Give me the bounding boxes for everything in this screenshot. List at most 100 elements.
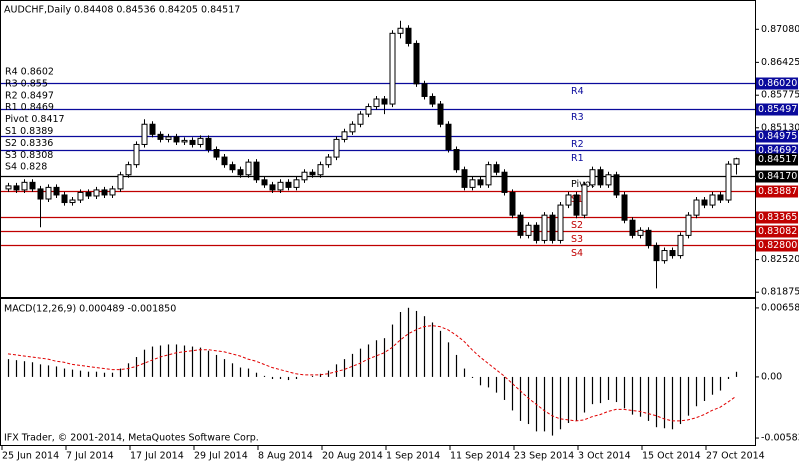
- candle-body: [61, 194, 68, 204]
- candle-body: [437, 103, 444, 125]
- candle-body: [277, 181, 284, 191]
- candle-body: [357, 113, 364, 125]
- level-legend: R4 0.8602: [5, 67, 54, 78]
- y-tick-label: 0.85130: [761, 122, 799, 133]
- candle-body: [77, 191, 84, 201]
- candle-body: [269, 184, 276, 191]
- x-tick-label: 20 Aug 2014: [322, 451, 383, 462]
- level-price-label: 0.83082: [758, 226, 797, 237]
- candle-body: [429, 95, 436, 105]
- candle-body: [525, 224, 532, 236]
- level-name: S3: [571, 234, 583, 245]
- candle-body: [309, 171, 316, 176]
- level-price-label: 0.84692: [758, 145, 797, 156]
- level-name: R4: [571, 86, 584, 97]
- candle-body: [613, 174, 620, 196]
- level-legend: S1 0.8389: [5, 126, 53, 137]
- candle-body: [285, 181, 292, 188]
- level-legend: S3 0.8308: [5, 150, 53, 161]
- candle-body: [149, 123, 156, 135]
- last-price-label: 0.84517: [758, 154, 797, 165]
- candle-body: [341, 131, 348, 140]
- level-legend: Pivot 0.8417: [5, 114, 65, 125]
- candle-body: [725, 163, 732, 201]
- level-price-label: 0.83887: [758, 186, 797, 197]
- candle-body: [157, 133, 164, 140]
- y-tick-label: 0.00: [761, 371, 782, 382]
- candle-body: [501, 171, 508, 193]
- candle-body: [581, 184, 588, 216]
- candle-body: [381, 98, 388, 105]
- level-legend: R1 0.8469: [5, 102, 54, 113]
- chart-title: AUDCHF,Daily 0.84408 0.84536 0.84205 0.8…: [4, 5, 240, 16]
- x-tick-label: 15 Oct 2014: [642, 451, 701, 462]
- candle-body: [693, 199, 700, 216]
- x-tick-label: 25 Jun 2014: [2, 451, 59, 462]
- level-name: R2: [571, 139, 584, 150]
- candle-body: [229, 164, 236, 171]
- level-legend: S4 0.828: [5, 162, 47, 173]
- candle-body: [413, 42, 420, 85]
- level-price-label: 0.86020: [758, 78, 797, 89]
- candle-body: [245, 161, 252, 176]
- candle-body: [261, 179, 268, 186]
- candle-body: [349, 123, 356, 133]
- candle-body: [653, 244, 660, 262]
- candle-body: [365, 106, 372, 115]
- price-label-box: [756, 103, 798, 116]
- price-label-box: [756, 170, 798, 183]
- level-name: S2: [571, 220, 583, 231]
- x-tick-label: 27 Oct 2014: [706, 451, 765, 462]
- candle-body: [133, 143, 140, 166]
- candle-body: [109, 188, 116, 196]
- x-tick-label: 29 Jul 2014: [194, 451, 248, 462]
- candle-body: [709, 194, 716, 206]
- level-price-label: 0.84975: [758, 131, 797, 142]
- candle-body: [493, 164, 500, 173]
- candle-body: [445, 123, 452, 151]
- y-tick-label: 0.82520: [761, 254, 799, 265]
- macd-pane: [0, 298, 756, 446]
- candle-body: [701, 199, 708, 206]
- price-label-box: [756, 239, 798, 252]
- candle-body: [101, 189, 108, 196]
- candle-body: [29, 181, 36, 190]
- candle-body: [5, 185, 12, 190]
- candle-body: [93, 189, 100, 197]
- candle-body: [621, 194, 628, 221]
- candle-body: [173, 136, 180, 143]
- candle-body: [661, 250, 668, 262]
- candle-body: [21, 181, 28, 191]
- x-tick-label: 8 Aug 2014: [258, 451, 313, 462]
- candle-body: [589, 169, 596, 186]
- copyright: IFX Trader, © 2001-2014, MetaQuotes Soft…: [4, 433, 259, 444]
- candle-body: [477, 179, 484, 186]
- price-label-box: [756, 225, 798, 238]
- candle-body: [645, 229, 652, 246]
- price-pane: [0, 0, 756, 298]
- candle-body: [573, 194, 580, 216]
- candle-body: [165, 136, 172, 140]
- candle-body: [629, 219, 636, 236]
- y-tick-label: 0.85775: [761, 90, 799, 101]
- candle-body: [85, 191, 92, 197]
- level-price-label: 0.85497: [758, 104, 797, 115]
- price-label-box: [756, 185, 798, 198]
- x-tick-label: 3 Oct 2014: [578, 451, 631, 462]
- candle-body: [389, 32, 396, 105]
- candle-body: [253, 161, 260, 181]
- price-label-box: [756, 130, 798, 143]
- candle-body: [237, 169, 244, 176]
- y-tick-label: 0.86425: [761, 57, 799, 68]
- candle-body: [733, 158, 740, 165]
- candle-body: [597, 169, 604, 186]
- candle-body: [397, 27, 404, 34]
- last-price-box: [756, 153, 798, 166]
- candle-body: [221, 156, 228, 166]
- candle-body: [13, 185, 20, 191]
- level-legend: R3 0.855: [5, 78, 48, 89]
- candle-body: [125, 164, 132, 176]
- candle-body: [45, 186, 52, 200]
- candle-body: [333, 138, 340, 158]
